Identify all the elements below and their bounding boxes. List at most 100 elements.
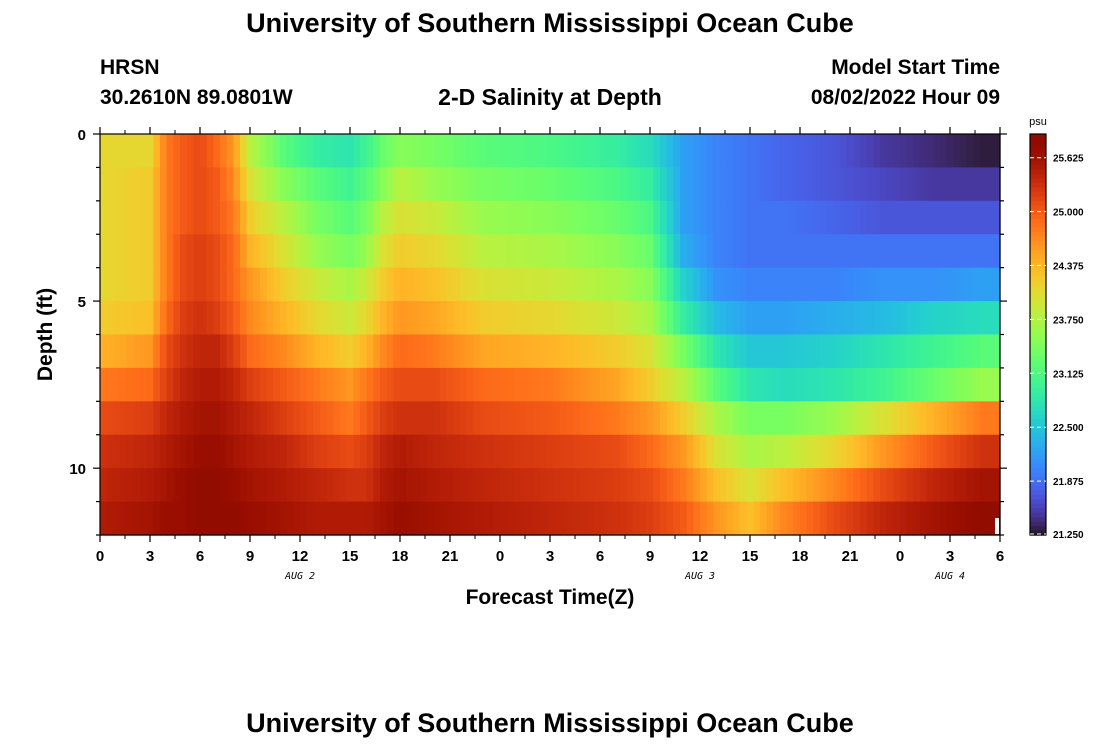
heatmap-cell xyxy=(686,367,694,402)
heatmap-cell xyxy=(246,367,254,402)
heatmap-cell xyxy=(100,468,108,503)
heatmap-cell xyxy=(926,267,934,302)
heatmap-cell xyxy=(453,367,461,402)
heatmap-cell xyxy=(140,468,148,503)
heatmap-cell xyxy=(726,334,734,369)
heatmap-cell xyxy=(180,334,188,369)
heatmap-cell xyxy=(746,200,754,235)
heatmap-cell xyxy=(380,134,388,169)
heatmap-cell xyxy=(640,167,648,202)
heatmap-cell xyxy=(586,267,594,302)
heatmap-cell xyxy=(833,334,841,369)
heatmap-cell xyxy=(126,367,134,402)
heatmap-cell xyxy=(640,401,648,436)
colorbar-swatch xyxy=(1030,454,1046,460)
heatmap-cell xyxy=(133,501,141,536)
heatmap-cell xyxy=(160,200,168,235)
heatmap-cell xyxy=(500,234,508,269)
heatmap-cell xyxy=(706,134,714,169)
heatmap-cell xyxy=(860,167,868,202)
heatmap-cell xyxy=(840,401,848,436)
heatmap-cell xyxy=(213,401,221,436)
heatmap-cell xyxy=(953,167,961,202)
heatmap-cell xyxy=(313,334,321,369)
heatmap-cell xyxy=(493,234,501,269)
heatmap-cell xyxy=(566,301,574,336)
heatmap-cell xyxy=(453,134,461,169)
heatmap-cell xyxy=(200,134,208,169)
colorbar-swatch xyxy=(1030,183,1046,189)
heatmap-cell xyxy=(526,334,534,369)
heatmap-cell xyxy=(546,501,554,536)
heatmap-cell xyxy=(446,234,454,269)
heatmap-cell xyxy=(900,167,908,202)
heatmap-cell xyxy=(133,267,141,302)
heatmap-cell xyxy=(560,167,568,202)
heatmap-cell xyxy=(946,401,954,436)
heatmap-cell xyxy=(506,401,514,436)
heatmap-cell xyxy=(746,301,754,336)
heatmap-cell xyxy=(993,301,1001,336)
heatmap-edge-marker xyxy=(995,518,999,534)
heatmap-cell xyxy=(313,200,321,235)
heatmap-cell xyxy=(633,468,641,503)
heatmap-cell xyxy=(653,134,661,169)
heatmap-cell xyxy=(246,167,254,202)
heatmap-cell xyxy=(180,468,188,503)
page-title-repeat: University of Southern Mississippi Ocean… xyxy=(246,708,854,738)
heatmap-cell xyxy=(480,334,488,369)
heatmap-cell xyxy=(280,267,288,302)
x-tick-label: 18 xyxy=(792,548,809,565)
heatmap-cell xyxy=(880,401,888,436)
heatmap-cell xyxy=(866,367,874,402)
heatmap-cell xyxy=(220,468,228,503)
heatmap-cell xyxy=(733,434,741,469)
heatmap-cell xyxy=(453,334,461,369)
station-coordinates: 30.2610N 89.0801W xyxy=(100,86,293,109)
colorbar-swatch xyxy=(1030,432,1046,438)
heatmap-cell xyxy=(573,301,581,336)
heatmap-cell xyxy=(300,468,308,503)
heatmap-cell xyxy=(720,367,728,402)
heatmap-cell xyxy=(453,301,461,336)
heatmap-cell xyxy=(906,134,914,169)
heatmap-cell xyxy=(126,334,134,369)
heatmap-cell xyxy=(420,301,428,336)
heatmap-cell xyxy=(533,468,541,503)
heatmap-cell xyxy=(333,234,341,269)
heatmap-cell xyxy=(373,501,381,536)
colorbar-swatch xyxy=(1030,392,1046,398)
heatmap-cell xyxy=(393,167,401,202)
heatmap-cell xyxy=(460,401,468,436)
heatmap-cell xyxy=(633,134,641,169)
heatmap-cell xyxy=(806,234,814,269)
colorbar-swatch xyxy=(1030,138,1046,144)
heatmap-cell xyxy=(520,134,528,169)
heatmap-cell xyxy=(233,434,241,469)
heatmap-cell xyxy=(766,134,774,169)
heatmap-cell xyxy=(266,434,274,469)
heatmap-cell xyxy=(720,401,728,436)
heatmap-cell xyxy=(586,167,594,202)
heatmap-cell xyxy=(546,468,554,503)
heatmap-cell xyxy=(666,200,674,235)
heatmap-cell xyxy=(620,234,628,269)
heatmap-cell xyxy=(260,401,268,436)
colorbar-swatch xyxy=(1030,494,1046,500)
heatmap-cell xyxy=(440,434,448,469)
heatmap-cell xyxy=(120,334,128,369)
heatmap-cell xyxy=(913,334,921,369)
heatmap-cell xyxy=(600,334,608,369)
heatmap-cell xyxy=(200,434,208,469)
heatmap-cell xyxy=(626,501,634,536)
heatmap-cell xyxy=(653,501,661,536)
heatmap-cell xyxy=(193,267,201,302)
heatmap-cell xyxy=(526,301,534,336)
heatmap-cell xyxy=(540,134,548,169)
colorbar-swatch xyxy=(1030,423,1046,429)
heatmap-cell xyxy=(300,367,308,402)
heatmap-cell xyxy=(906,267,914,302)
heatmap-cell xyxy=(653,334,661,369)
heatmap-cell xyxy=(260,234,268,269)
heatmap-cell xyxy=(960,434,968,469)
